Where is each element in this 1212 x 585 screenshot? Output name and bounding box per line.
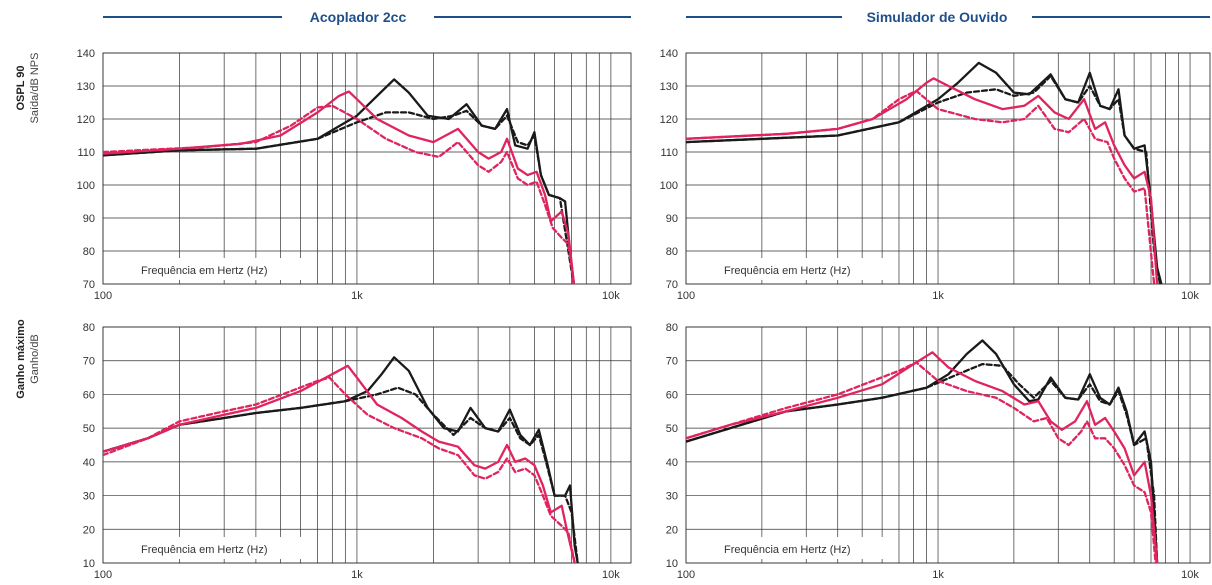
y-tick-label: 70: [666, 356, 678, 368]
row-subtitle-top: Saída/dB NPS: [29, 53, 41, 124]
y-tick-label: 140: [660, 48, 678, 60]
y-tick-label: 120: [77, 114, 95, 126]
x-tick-label: 10k: [602, 569, 620, 581]
y-tick-label: 90: [83, 213, 95, 225]
axis-label-backing: [137, 258, 307, 280]
y-tick-label: 50: [83, 423, 95, 435]
x-tick-label: 10k: [1181, 569, 1199, 581]
chart-panel-ear-simulator-gain: 10 20 30 40 50 60 70 80 100 1k 10k Frequência em He…: [666, 322, 1211, 581]
x-tick-label: 100: [94, 290, 112, 302]
series-line-red-dashed: [686, 361, 1157, 563]
y-tick-label: 110: [77, 147, 95, 159]
x-tick-label: 10k: [602, 290, 620, 302]
x-tick-label: 1k: [351, 290, 363, 302]
y-tick-label: 80: [83, 246, 95, 258]
y-tick-label: 100: [660, 180, 678, 192]
y-tick-label: 40: [666, 457, 678, 469]
chart-panel-coupler-output: 70 80 90 100 110 120 130 140 100 1k 10k Frequência …: [77, 48, 632, 302]
x-tick-label: 10k: [1181, 290, 1199, 302]
x-axis-label: Frequência em Hertz (Hz): [724, 265, 851, 277]
axis-label-backing: [137, 537, 307, 559]
x-tick-label: 1k: [932, 569, 944, 581]
y-tick-label: 30: [83, 491, 95, 503]
x-tick-label: 100: [677, 569, 695, 581]
y-tick-label: 20: [666, 524, 678, 536]
x-tick-label: 1k: [932, 290, 944, 302]
x-tick-label: 1k: [351, 569, 363, 581]
x-tick-label: 100: [94, 569, 112, 581]
series-line-red-dashed: [103, 104, 575, 284]
plot-frame: [685, 326, 1211, 564]
series-line-red-solid: [103, 364, 576, 563]
y-tick-label: 40: [83, 457, 95, 469]
chart-panel-coupler-gain: 10 20 30 40 50 60 70 80 100 1k 10k Frequência em He…: [83, 322, 632, 581]
series-line-red-solid: [103, 90, 576, 284]
series-line-black-dashed: [686, 362, 1159, 563]
plot-frame: [102, 52, 632, 285]
x-axis-label: Frequência em Hertz (Hz): [141, 544, 268, 556]
y-tick-label: 130: [660, 81, 678, 93]
y-tick-label: 50: [666, 423, 678, 435]
y-tick-label: 10: [83, 558, 95, 570]
column-header-right: Simulador de Ouvido: [686, 9, 1210, 25]
series-line-red-solid: [686, 77, 1159, 284]
axis-label-backing: [720, 258, 890, 280]
row-label-bottom: Ganho máximo Ganho/dB: [15, 319, 41, 399]
axis-label-backing: [720, 537, 890, 559]
y-tick-label: 130: [77, 81, 95, 93]
series-line-black-dashed: [103, 109, 575, 284]
y-tick-label: 80: [666, 322, 678, 334]
y-tick-label: 120: [660, 114, 678, 126]
y-tick-label: 10: [666, 558, 678, 570]
y-tick-label: 30: [666, 491, 678, 503]
series-line-black-dashed: [103, 386, 579, 563]
column-title-left: Acoplador 2cc: [310, 9, 407, 25]
y-tick-label: 60: [666, 389, 678, 401]
y-tick-label: 60: [83, 389, 95, 401]
plot-frame: [102, 326, 632, 564]
row-title-top: OSPL 90: [15, 65, 27, 110]
chart-panel-ear-simulator-output: 70 80 90 100 110 120 130 140 100 1k 10k Frequência …: [660, 48, 1211, 302]
row-label-top: OSPL 90 Saída/dB NPS: [15, 53, 41, 124]
y-tick-label: 80: [83, 322, 95, 334]
column-header-left: Acoplador 2cc: [103, 9, 631, 25]
y-tick-label: 70: [83, 356, 95, 368]
column-title-right: Simulador de Ouvido: [867, 9, 1008, 25]
plot-frame: [685, 52, 1211, 285]
series-line-black-dashed: [686, 74, 1162, 284]
series-line-red-dashed: [686, 89, 1156, 284]
row-subtitle-bottom: Ganho/dB: [29, 334, 41, 384]
y-tick-label: 100: [77, 180, 95, 192]
series-line-red-dashed: [103, 376, 576, 563]
x-axis-label: Frequência em Hertz (Hz): [724, 544, 851, 556]
y-tick-label: 70: [666, 279, 678, 291]
y-tick-label: 20: [83, 524, 95, 536]
row-title-bottom: Ganho máximo: [15, 319, 27, 399]
y-tick-label: 70: [83, 279, 95, 291]
x-axis-label: Frequência em Hertz (Hz): [141, 265, 268, 277]
y-tick-label: 110: [660, 147, 678, 159]
x-tick-label: 100: [677, 290, 695, 302]
y-tick-label: 90: [666, 213, 678, 225]
y-tick-label: 140: [77, 48, 95, 60]
series-line-red-solid: [686, 351, 1159, 563]
y-tick-label: 80: [666, 246, 678, 258]
